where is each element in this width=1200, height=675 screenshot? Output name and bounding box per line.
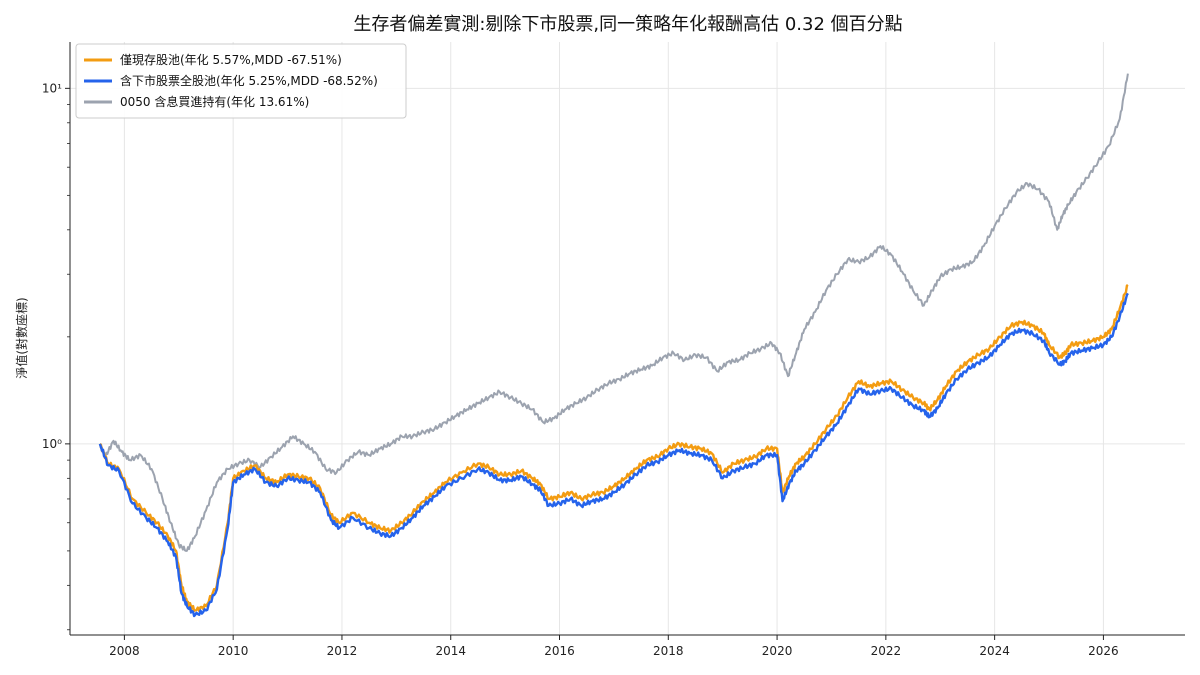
chart-title: 生存者偏差實測:剔除下市股票,同一策略年化報酬高估 0.32 個百分點 [353, 14, 902, 35]
series-line [98, 73, 1129, 552]
legend-box [75, 43, 407, 119]
series-lines [98, 73, 1129, 618]
x-tick-label: 2016 [544, 644, 575, 658]
x-tick-label: 2008 [109, 644, 140, 658]
x-tick-label: 2020 [762, 644, 793, 658]
legend-label: 僅現存股池(年化 5.57%,MDD -67.51%) [120, 53, 342, 67]
y-tick-label: 10¹ [42, 81, 62, 95]
y-tick-label: 10⁰ [42, 437, 62, 451]
grid [70, 42, 1185, 635]
x-tick-label: 2026 [1088, 644, 1119, 658]
x-tick-label: 2024 [979, 644, 1010, 658]
legend-label: 含下市股票全股池(年化 5.25%,MDD -68.52%) [120, 73, 378, 88]
ticks: 2008 2010 2012 2014 2016 2018 2020 2022 2024 2026… [42, 81, 1119, 658]
series-line [98, 292, 1129, 618]
legend: 僅現存股池(年化 5.57%,MDD -67.51%) 含下市股票全股池(年化 5… [75, 43, 407, 119]
x-tick-label: 2012 [327, 644, 358, 658]
legend-label: 0050 含息買進持有(年化 13.61%) [120, 94, 309, 109]
x-tick-label: 2022 [871, 644, 902, 658]
x-tick-label: 2014 [435, 644, 466, 658]
series-line [99, 283, 1129, 613]
x-tick-label: 2010 [218, 644, 249, 658]
y-axis-label: 淨值(對數座標) [14, 297, 29, 378]
axes [69, 42, 1185, 636]
x-tick-label: 2018 [653, 644, 684, 658]
